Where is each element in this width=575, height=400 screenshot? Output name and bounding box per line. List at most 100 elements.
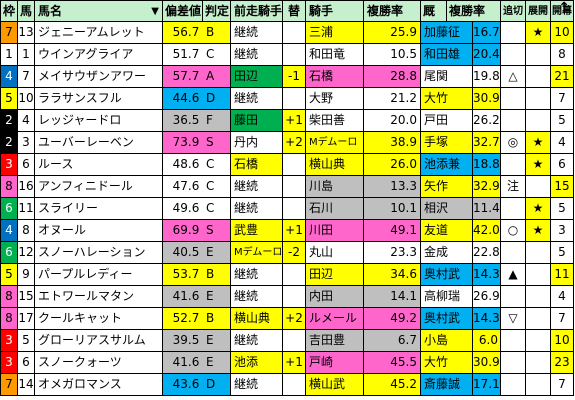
horse-name-cell[interactable]: エトワールマタン (35, 286, 163, 308)
previous-jockey-cell: 継続 (231, 44, 283, 66)
jockey-cell[interactable]: 柴田善 (306, 110, 364, 132)
table-row[interactable]: 2 4 レッジャードロ 36.5 F 藤田 +1 柴田善 20.0 戸田 26.2 5 (0, 110, 574, 132)
kaisai-cell: 7 (551, 374, 574, 396)
horse-name-cell[interactable]: メイサウザンアワー (35, 66, 163, 88)
horse-name-cell[interactable]: クールキャット (35, 308, 163, 330)
tenkai-cell (526, 308, 551, 330)
trainer-cell[interactable]: 尾関 (421, 66, 473, 88)
table-row[interactable]: 2 3 ユーバーレーベン 73.9 S 丹内 +2 Mデムーロ 38.9 手塚 32.7 ◎ ★ 4 (0, 132, 574, 154)
jockey-cell[interactable]: 丸山 (306, 242, 364, 264)
jockey-cell[interactable]: 吉田豊 (306, 330, 364, 352)
table-row[interactable]: 3 6 スノークォーツ 41.6 E 池添 +1 戸崎 45.5 大竹 30.9 23 (0, 352, 574, 374)
jockey-cell[interactable]: 田辺 (306, 264, 364, 286)
trainer-cell[interactable]: 加藤征 (421, 22, 473, 44)
table-row[interactable]: 8 15 エトワールマタン 41.6 E 継続 内田 14.1 高柳瑞 26.9 4 (0, 286, 574, 308)
header-kyusha[interactable]: 厩舎 (421, 0, 447, 39)
header-uma[interactable]: 馬 (18, 0, 35, 22)
horse-name-cell[interactable]: ユーバーレーベン (35, 132, 163, 154)
horse-number-cell: 14 (18, 374, 35, 396)
jockey-cell[interactable]: 川田 (306, 220, 364, 242)
header-tenkai[interactable]: 展開 (526, 0, 551, 22)
table-row[interactable]: 5 10 ララサンスフル 44.6 D 継続 大野 21.2 大竹 30.9 7 (0, 88, 574, 110)
jockey-cell[interactable]: 石川 (306, 198, 364, 220)
table-row[interactable]: 3 5 グローリアスサルム 39.5 E 継続 吉田豊 6.7 小島 6.0 10 (0, 330, 574, 352)
horse-name-cell[interactable]: パープルレディー (35, 264, 163, 286)
horse-name-cell[interactable]: ルース (35, 154, 163, 176)
table-row[interactable]: 7 13 ジェニーアムレット 56.7 B 継続 三浦 25.9 加藤征 16.7 ★ 10 (0, 22, 574, 44)
horse-name-cell[interactable]: スライリー (35, 198, 163, 220)
jockey-cell[interactable]: 横山典 (306, 154, 364, 176)
jockey-cell[interactable]: ルメール (306, 308, 364, 330)
hantei-value: E (206, 289, 214, 303)
jockey-cell[interactable]: Mデムーロ (306, 132, 364, 154)
header-zenso[interactable]: 前走騎手 (231, 0, 283, 22)
header-kishu[interactable]: 騎手 (306, 0, 364, 22)
horse-name-cell[interactable]: ウインアグライア (35, 44, 163, 66)
header-fukusho2[interactable]: 複勝率 (447, 0, 501, 22)
change-cell: +1 (283, 352, 306, 374)
trainer-cell[interactable]: 手塚 (421, 132, 473, 154)
jockey-cell[interactable]: 三浦 (306, 22, 364, 44)
horse-name-cell[interactable]: オヌール (35, 220, 163, 242)
trainer-cell[interactable]: 金成 (421, 242, 473, 264)
table-row[interactable]: 6 12 スノーハレーション 40.5 E Mデムーロ -2 丸山 23.3 金成 22.8 5 (0, 242, 574, 264)
header-kaisai[interactable]: 開幕 (551, 0, 574, 22)
trainer-cell[interactable]: 奥村武 (421, 308, 473, 330)
horse-name-cell[interactable]: レッジャードロ (35, 110, 163, 132)
horse-name-cell[interactable]: ジェニーアムレット (35, 22, 163, 44)
table-row[interactable]: 4 8 オヌール 69.9 S 武豊 +1 川田 49.1 友道 42.0 ○ ★ 3 (0, 220, 574, 242)
jockey-cell[interactable]: 大野 (306, 88, 364, 110)
horse-name-cell[interactable]: ララサンスフル (35, 88, 163, 110)
header-oikiri[interactable]: 追切 (501, 0, 526, 22)
header-waku[interactable]: 枠 (0, 0, 18, 22)
trainer-cell[interactable]: 和田雄 (421, 44, 473, 66)
jockey-rate-cell: 21.2 (364, 88, 421, 110)
horse-name-cell[interactable]: スノーハレーション (35, 242, 163, 264)
table-row[interactable]: 4 7 メイサウザンアワー 57.7 A 田辺 -1 石橋 28.8 尾関 19.8 △ 21 (0, 66, 574, 88)
jockey-cell[interactable]: 和田竜 (306, 44, 364, 66)
table-row[interactable]: 8 16 アンフィニドール 47.6 C 継続 川島 13.3 矢作 32.9 注 15 (0, 176, 574, 198)
tenkai-cell (526, 286, 551, 308)
horse-name-cell[interactable]: グローリアスサルム (35, 330, 163, 352)
horse-number-cell: 3 (18, 132, 35, 154)
table-row[interactable]: 3 6 ルース 48.6 C 石橋 横山典 26.0 池添兼 18.8 ★ 6 (0, 154, 574, 176)
trainer-cell[interactable]: 友道 (421, 220, 473, 242)
table-row[interactable]: 1 1 ウインアグライア 51.7 C 継続 和田竜 10.5 和田雄 20.4 8 (0, 44, 574, 66)
horse-name-cell[interactable]: アンフィニドール (35, 176, 163, 198)
header-hantei[interactable]: 判定 (203, 0, 231, 22)
trainer-cell[interactable]: 戸田 (421, 110, 473, 132)
trainer-cell[interactable]: 大竹 (421, 352, 473, 374)
hensa-value: 57.7 (172, 69, 200, 83)
sort-arrow-icon[interactable]: ↑ (558, 0, 570, 16)
waku-cell: 3 (0, 330, 18, 352)
trainer-cell[interactable]: 奥村武 (421, 264, 473, 286)
table-row[interactable]: 7 14 オメガロマンス 43.6 D 継続 横山武 45.2 斎藤誠 17.1 7 (0, 374, 574, 396)
header-row: 枠 馬 馬名 ▼ 偏差値 判定 前走騎手 替 騎手 複勝率 厩舎 複勝率 追切 展… (0, 0, 574, 39)
jockey-cell[interactable]: 横山武 (306, 374, 364, 396)
header-hensa[interactable]: 偏差値 (163, 0, 203, 22)
trainer-cell[interactable]: 矢作 (421, 176, 473, 198)
trainer-cell[interactable]: 相沢 (421, 198, 473, 220)
trainer-cell[interactable]: 小島 (421, 330, 473, 352)
trainer-cell[interactable]: 大竹 (421, 88, 473, 110)
header-fukusho[interactable]: 複勝率 (364, 0, 421, 22)
jockey-cell[interactable]: 内田 (306, 286, 364, 308)
table-row[interactable]: 5 9 パープルレディー 53.7 B 継続 田辺 34.6 奥村武 14.3 ▲ 11 (0, 264, 574, 286)
trainer-cell[interactable]: 池添兼 (421, 154, 473, 176)
jockey-cell[interactable]: 川島 (306, 176, 364, 198)
filter-dropdown-icon[interactable]: ▼ (151, 6, 159, 17)
jockey-cell[interactable]: 戸崎 (306, 352, 364, 374)
table-row[interactable]: 8 17 クールキャット 52.7 B 横山典 +2 ルメール 49.2 奥村武 14.3 ▽ 7 (0, 308, 574, 330)
jockey-cell[interactable]: 石橋 (306, 66, 364, 88)
table-row[interactable]: 6 11 スライリー 49.6 C 継続 石川 10.1 相沢 11.4 ★ 5 (0, 198, 574, 220)
header-kae[interactable]: 替 (283, 0, 306, 22)
trainer-cell[interactable]: 斎藤誠 (421, 374, 473, 396)
trainer-rate-cell: 20.4 (473, 44, 501, 66)
oikiri-cell: ▲ (501, 264, 526, 286)
horse-number-cell: 9 (18, 264, 35, 286)
trainer-cell[interactable]: 高柳瑞 (421, 286, 473, 308)
header-name[interactable]: 馬名 ▼ (35, 0, 163, 22)
horse-number-cell: 8 (18, 220, 35, 242)
horse-name-cell[interactable]: オメガロマンス (35, 374, 163, 396)
horse-name-cell[interactable]: スノークォーツ (35, 352, 163, 374)
